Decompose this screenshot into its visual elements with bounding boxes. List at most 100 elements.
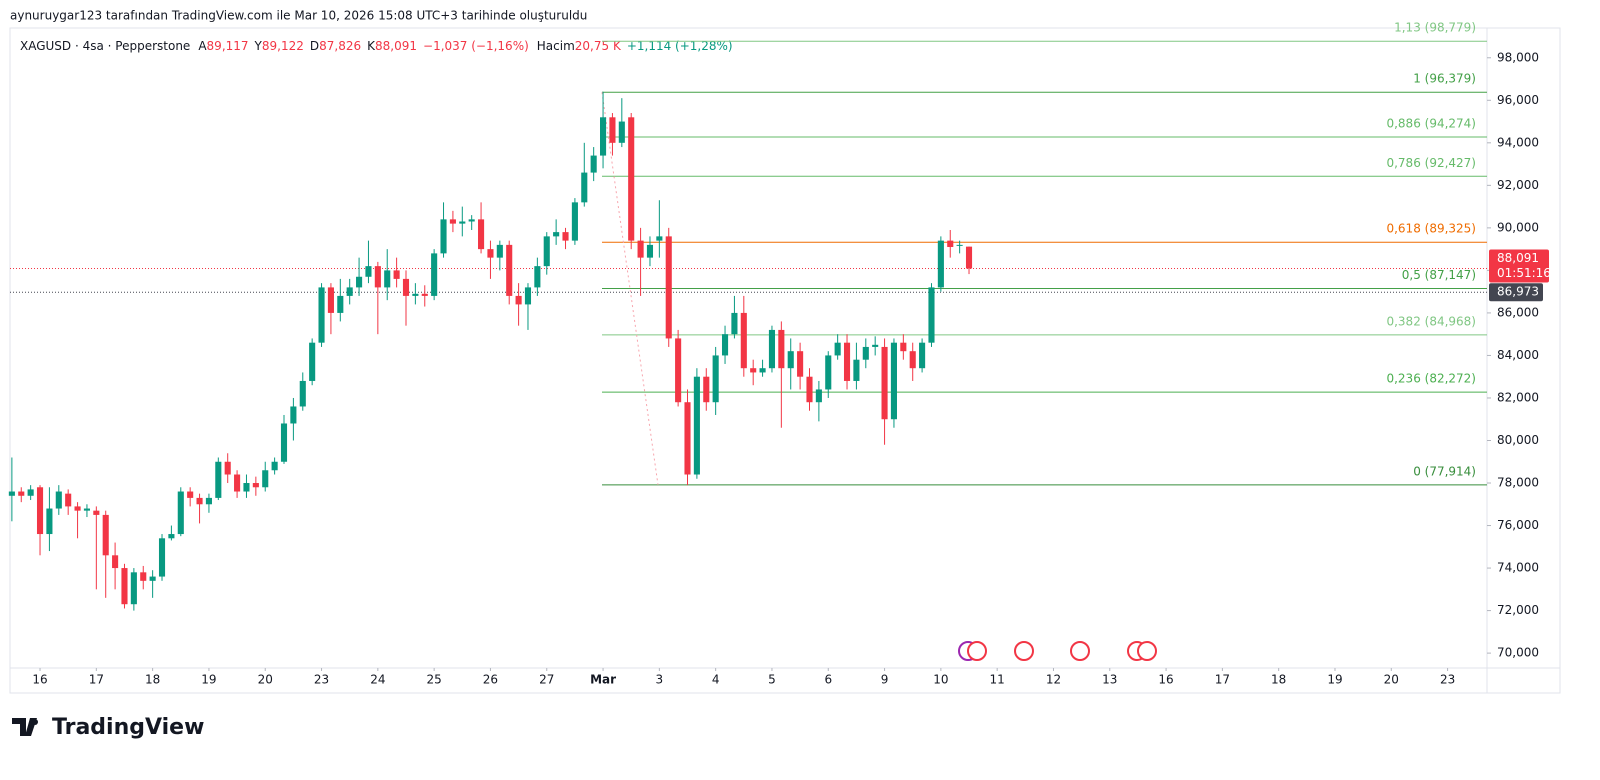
x-tick-label: 16	[32, 673, 47, 687]
x-tick-label: 9	[881, 673, 889, 687]
ohlc-key: D	[310, 39, 319, 53]
y-tick-label: 96,000	[1497, 93, 1539, 107]
candle-body	[112, 555, 119, 569]
candle-body	[834, 342, 841, 356]
y-tick-label: 70,000	[1497, 646, 1539, 660]
candle-body	[18, 491, 25, 496]
candle-body	[327, 287, 334, 313]
candle-body	[121, 568, 128, 605]
candle-body	[787, 351, 794, 369]
x-tick-label: 4	[712, 673, 720, 687]
candle-body	[102, 514, 109, 556]
candle-body	[740, 312, 747, 369]
candle-body	[384, 270, 391, 288]
candle-body	[421, 293, 428, 296]
volume-change: +1,114 (+1,28%)	[627, 39, 733, 53]
x-tick-label: 10	[933, 673, 948, 687]
x-tick-label: 20	[1384, 673, 1399, 687]
candle-body	[187, 491, 194, 498]
event-icons	[958, 641, 1157, 661]
x-tick-label: 11	[990, 673, 1005, 687]
candle-body	[675, 338, 682, 403]
fib-level-label: 0 (77,914)	[1413, 464, 1476, 478]
candle-body	[637, 240, 644, 258]
candle-body	[600, 117, 607, 156]
brand-logo: TradingView	[12, 715, 204, 740]
candle-body	[252, 483, 259, 488]
ohlc-key: Y	[254, 39, 263, 53]
candle-body	[965, 246, 973, 269]
candle-body	[8, 491, 15, 496]
x-tick-label: 5	[768, 673, 776, 687]
candle-body	[515, 295, 522, 305]
y-tick-label: 92,000	[1497, 178, 1539, 192]
candle-body	[215, 461, 222, 498]
x-tick-label: 23	[1440, 673, 1455, 687]
x-tick-label: 12	[1046, 673, 1061, 687]
y-tick-label: 98,000	[1497, 50, 1539, 64]
x-tick-label: 20	[258, 673, 273, 687]
candle-body	[843, 342, 851, 381]
candle-body	[628, 117, 635, 241]
candle-body	[759, 368, 766, 373]
candle-body	[459, 221, 466, 224]
candle-body	[412, 293, 419, 296]
candle-body	[872, 344, 879, 347]
x-tick-label: 19	[201, 673, 216, 687]
y-tick-label: 76,000	[1497, 518, 1539, 532]
y-tick-label: 84,000	[1497, 348, 1539, 362]
ohlc-key: A	[198, 39, 207, 53]
x-tick-label: 18	[145, 673, 160, 687]
fib-level-label: 1 (96,379)	[1413, 72, 1476, 86]
candle-body	[440, 219, 447, 254]
candle-body	[506, 244, 513, 296]
volume: 20,75 K	[575, 39, 622, 53]
x-tick-label: 19	[1327, 673, 1342, 687]
y-tick-label: 74,000	[1497, 561, 1539, 575]
candle-body	[290, 406, 297, 424]
fib-level-label: 0,786 (92,427)	[1386, 156, 1476, 170]
candle-body	[534, 266, 541, 288]
candle-body	[524, 287, 532, 305]
candle-body	[177, 491, 184, 535]
x-tick-label: 13	[1102, 673, 1117, 687]
candle-body	[750, 368, 757, 373]
x-tick-label: 27	[539, 673, 554, 687]
candle-body	[65, 493, 72, 507]
candle-body	[83, 508, 90, 511]
candle-body	[431, 253, 438, 296]
candle-body	[815, 389, 822, 403]
fib-level-label: 0,382 (84,968)	[1386, 314, 1476, 328]
candle-body	[618, 121, 625, 143]
candle-body	[890, 342, 897, 420]
y-tick-label: 82,000	[1497, 390, 1539, 404]
candle-body	[478, 219, 485, 250]
candle-body	[543, 236, 550, 267]
candle-body	[402, 278, 410, 296]
x-tick-label: 16	[1158, 673, 1173, 687]
ohlc-value: 89,122	[262, 39, 304, 53]
candle-body	[262, 470, 269, 488]
candle-body	[27, 489, 34, 496]
candle-body	[656, 236, 663, 241]
fib-level-label: 0,236 (82,272)	[1386, 372, 1476, 386]
ohlc-value: 87,826	[319, 39, 361, 53]
candle-body	[393, 270, 400, 279]
candle-body	[346, 287, 353, 296]
candle-body	[665, 236, 672, 339]
chart-frame	[9, 27, 1561, 694]
countdown: 01:51:16	[1497, 266, 1551, 280]
candle-body	[919, 342, 926, 369]
x-tick-label: 25	[427, 673, 442, 687]
candle-body	[449, 219, 456, 224]
caption: aynuruygar123 tarafından TradingView.com…	[10, 9, 587, 23]
x-tick-label: Mar	[590, 673, 616, 687]
candle-body	[853, 359, 860, 381]
candle-body	[271, 461, 278, 471]
candle-body	[862, 346, 869, 360]
candle-body	[825, 355, 832, 390]
candle-body	[356, 276, 363, 288]
candle-body	[693, 376, 700, 475]
candle-body	[299, 380, 306, 407]
